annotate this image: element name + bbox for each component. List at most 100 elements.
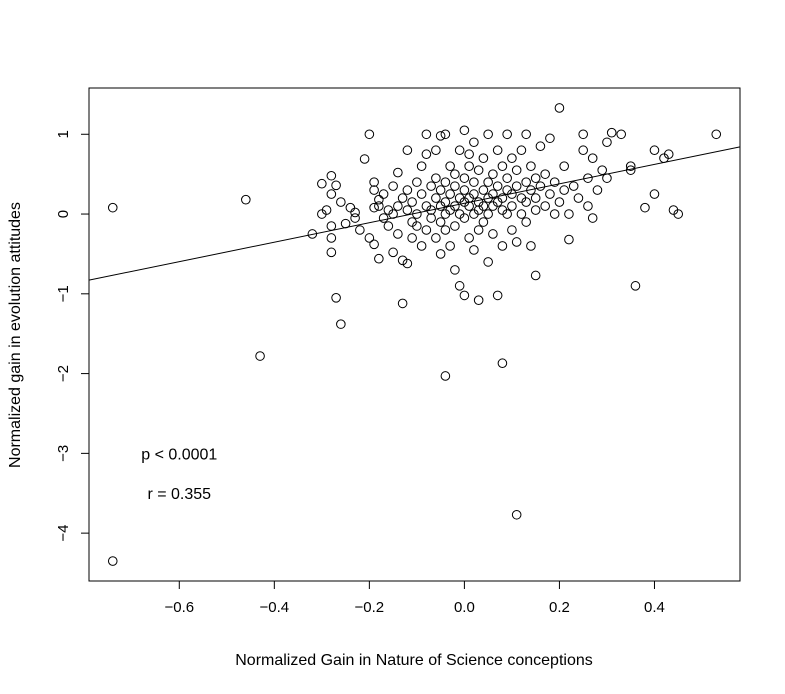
data-point <box>107 202 118 213</box>
data-point <box>521 197 531 207</box>
data-point <box>326 221 337 231</box>
regression-line <box>88 146 741 281</box>
y-tick-label: −3 <box>55 445 72 462</box>
data-point <box>445 161 455 171</box>
data-point <box>359 154 370 164</box>
data-point <box>407 233 417 243</box>
data-point <box>407 197 417 207</box>
x-tick-label: 0.0 <box>454 599 475 616</box>
y-tick-label: −2 <box>55 365 72 382</box>
data-point <box>554 197 565 207</box>
data-point <box>450 181 460 191</box>
data-point <box>369 202 379 213</box>
data-point <box>583 201 593 211</box>
data-point <box>516 145 527 156</box>
data-point <box>502 129 512 140</box>
data-point <box>450 221 460 231</box>
data-point <box>388 181 398 191</box>
data-point <box>397 298 408 309</box>
data-point <box>317 178 327 189</box>
data-point <box>511 237 522 247</box>
data-point <box>416 189 427 199</box>
data-point <box>459 185 470 195</box>
data-point <box>530 270 541 281</box>
data-point <box>450 265 460 275</box>
data-point <box>554 103 565 113</box>
data-point <box>374 194 384 205</box>
data-point <box>445 189 455 199</box>
data-point <box>511 181 522 191</box>
data-point <box>530 193 541 203</box>
data-point <box>421 225 432 235</box>
data-point <box>464 161 474 171</box>
data-point <box>464 201 474 211</box>
data-point <box>355 225 365 235</box>
data-point <box>374 201 384 211</box>
data-point <box>255 351 265 361</box>
data-point <box>483 129 493 140</box>
data-point <box>473 225 484 235</box>
data-point <box>326 247 337 258</box>
y-axis: −4 −3 −2 −1 0 1 <box>55 130 90 542</box>
data-point <box>336 319 346 329</box>
data-point <box>412 221 422 231</box>
data-point <box>545 189 555 199</box>
data-point <box>426 181 436 191</box>
data-point <box>421 149 432 160</box>
data-point <box>241 194 251 205</box>
data-points <box>107 103 722 566</box>
data-point <box>340 218 351 229</box>
data-point <box>549 209 560 219</box>
data-point <box>459 173 470 183</box>
data-point <box>478 153 489 164</box>
data-point <box>483 177 493 187</box>
data-point <box>388 247 398 258</box>
data-point <box>521 177 531 187</box>
data-point <box>616 129 627 140</box>
data-point <box>526 161 536 171</box>
data-point <box>402 145 413 156</box>
data-point <box>568 181 579 191</box>
data-point <box>492 145 503 156</box>
data-point <box>435 131 446 141</box>
data-point <box>440 197 451 207</box>
annotations: p < 0.0001 r = 0.355 <box>141 446 217 503</box>
data-point <box>440 225 451 235</box>
data-point <box>564 209 574 219</box>
data-point <box>535 141 546 152</box>
y-tick-label: 0 <box>55 210 72 218</box>
data-point <box>587 213 598 223</box>
data-point <box>331 293 341 303</box>
data-point <box>511 509 522 520</box>
x-tick-label: −0.2 <box>355 599 385 616</box>
data-point <box>383 221 394 231</box>
data-point <box>516 209 527 219</box>
data-point <box>530 205 541 215</box>
data-point <box>530 173 541 183</box>
data-point <box>364 233 375 243</box>
data-point <box>502 173 512 183</box>
plot-frame <box>88 87 741 582</box>
data-point <box>431 233 441 243</box>
data-point <box>431 145 441 156</box>
data-point <box>545 133 555 144</box>
data-point <box>492 181 503 191</box>
data-point <box>435 185 446 195</box>
data-point <box>459 290 470 301</box>
data-point <box>326 233 337 243</box>
data-point <box>540 201 550 211</box>
x-axis: −0.6 −0.4 −0.2 0.0 0.2 0.4 <box>164 580 665 616</box>
data-point <box>469 177 479 187</box>
data-point <box>440 177 451 187</box>
data-point <box>564 234 574 245</box>
data-point <box>440 129 451 140</box>
data-point <box>440 371 451 381</box>
data-point <box>450 201 460 211</box>
data-point <box>673 209 684 219</box>
data-point <box>369 185 379 195</box>
data-point <box>402 205 413 215</box>
data-point <box>431 193 441 203</box>
data-point <box>369 239 379 250</box>
data-point <box>331 180 341 191</box>
